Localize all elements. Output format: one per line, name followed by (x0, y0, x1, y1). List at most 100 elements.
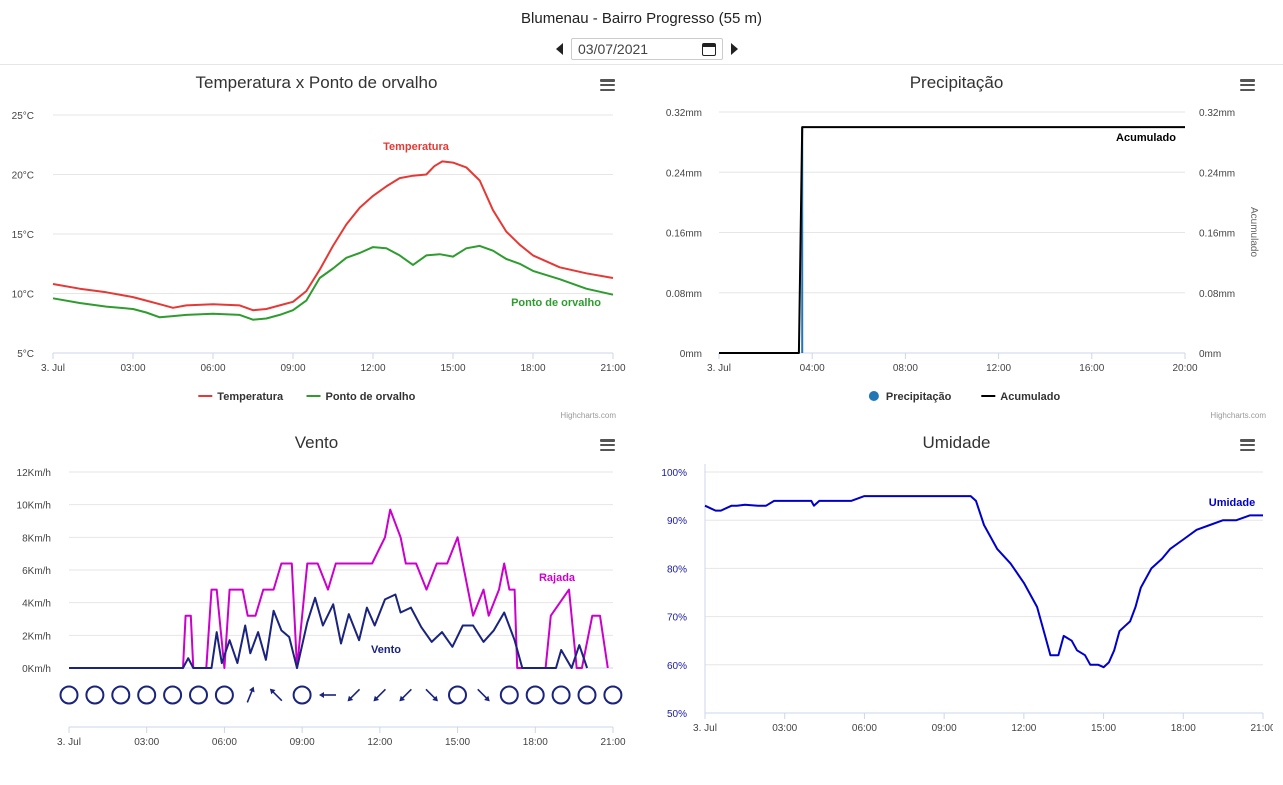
header-bar: Blumenau - Bairro Progresso (55 m) 03/07… (0, 0, 1283, 65)
wind-direction-arrow-icon (399, 688, 412, 702)
legend-symbol (868, 391, 879, 401)
next-day-icon[interactable] (731, 43, 738, 55)
y-tick-label: 25°C (12, 111, 34, 122)
x-tick-label: 12:00 (360, 363, 385, 374)
temperature-chart: 5°C 10°C 15°C 20°C 25°C 3. Jul 03:00 06:00 09:00… (12, 111, 626, 403)
x-tick-label: 08:00 (893, 363, 918, 374)
x-tick-label: 16:00 (1079, 363, 1104, 374)
y-tick-label: 100% (661, 468, 687, 479)
date-input[interactable]: 03/07/2021 (571, 38, 723, 60)
series-line (704, 495, 1263, 669)
y-tick-label: 0.08mm (666, 289, 702, 300)
y-tick-label: 0Km/h (22, 664, 51, 675)
x-tick-label: 03:00 (134, 737, 159, 745)
wind-direction-arrow-icon (347, 688, 361, 702)
y-tick-label: 20°C (12, 171, 34, 182)
calm-wind-icon (603, 685, 623, 705)
calm-wind-icon (163, 685, 183, 705)
chart-title: Temperatura x Ponto de orvalho (195, 73, 438, 92)
series-label: Temperatura (383, 141, 450, 153)
x-tick-label: 18:00 (520, 363, 545, 374)
series-label: Acumulado (1116, 132, 1176, 144)
precipitation-panel: Precipitação 0mm 0mm 0.08mm 0.08mm 0.16mm 0.1… (640, 65, 1273, 425)
calm-wind-icon (448, 685, 467, 705)
chart-menu-icon[interactable] (600, 79, 615, 92)
series-line (52, 160, 614, 312)
x-tick-label: 21:00 (600, 737, 625, 745)
y-tick-label: 70% (667, 613, 687, 624)
y-tick-label: 50% (667, 709, 687, 720)
series-line (719, 126, 1185, 354)
calm-wind-icon (292, 685, 312, 705)
calm-wind-icon (525, 685, 545, 705)
y-tick-label: 5°C (17, 349, 34, 360)
y-tick-label: 12Km/h (17, 468, 51, 479)
y-tick-label: 10Km/h (17, 501, 51, 512)
chart-title: Vento (294, 433, 339, 452)
calm-wind-icon (499, 685, 519, 705)
x-tick-label: 04:00 (800, 363, 825, 374)
y-tick-label: 0mm (680, 349, 702, 360)
y2-tick-label: 0.32mm (1199, 108, 1235, 119)
calm-wind-icon (214, 685, 234, 705)
humidity-chart: 50% 60% 70% 80% 90% 100% 3. Jul 03:00 06:00 09:00… (661, 464, 1273, 734)
x-tick-label: 15:00 (445, 737, 470, 745)
y-tick-label: 2Km/h (22, 631, 51, 642)
y-tick-label: 0.16mm (666, 229, 702, 240)
x-tick-label: 09:00 (932, 723, 957, 734)
calm-wind-icon (85, 685, 105, 705)
chart-menu-icon[interactable] (600, 439, 615, 452)
date-value: 03/07/2021 (578, 41, 649, 57)
series-line (69, 593, 589, 669)
calm-wind-icon (137, 685, 157, 705)
y-tick-label: 80% (667, 564, 687, 575)
x-tick-label: 18:00 (1171, 723, 1196, 734)
y-tick-label: 8Km/h (22, 533, 51, 544)
x-tick-label: 12:00 (986, 363, 1011, 374)
x-tick-label: 06:00 (852, 723, 877, 734)
y-tick-label: 4Km/h (22, 599, 51, 610)
x-tick-label: 18:00 (523, 737, 548, 745)
chart-title: Precipitação (909, 73, 1004, 92)
x-tick-label: 09:00 (290, 737, 315, 745)
y2-tick-label: 0.16mm (1199, 229, 1235, 240)
x-tick-label: 3. Jul (41, 363, 65, 374)
series-label: Vento (371, 644, 401, 656)
series-line (52, 244, 614, 321)
y2-tick-label: 0.24mm (1199, 168, 1235, 179)
previous-day-icon[interactable] (556, 43, 563, 55)
y-tick-label: 10°C (12, 290, 34, 301)
x-tick-label: 3. Jul (707, 363, 731, 374)
wind-direction-arrow-icon (269, 688, 283, 702)
calm-wind-icon (111, 685, 131, 705)
chart-title: Umidade (922, 433, 991, 452)
x-tick-label: 3. Jul (57, 737, 81, 745)
series-label: Ponto de orvalho (511, 297, 601, 309)
x-tick-label: 21:00 (600, 363, 625, 374)
chart-menu-icon[interactable] (1240, 439, 1255, 452)
y-tick-label: 90% (667, 516, 687, 527)
x-tick-label: 03:00 (120, 363, 145, 374)
credits-link[interactable]: Highcharts.com (560, 411, 616, 420)
y-tick-label: 15°C (12, 230, 34, 241)
legend-item: Acumulado (1000, 391, 1060, 403)
calm-wind-icon (577, 685, 597, 705)
legend-item: Precipitação (886, 391, 952, 403)
x-tick-label: 09:00 (280, 363, 305, 374)
y2-tick-label: 0mm (1199, 349, 1221, 360)
legend-item: Ponto de orvalho (326, 391, 416, 403)
y-tick-label: 0.24mm (666, 168, 702, 179)
x-tick-label: 15:00 (1091, 723, 1116, 734)
x-tick-label: 3. Jul (693, 723, 717, 734)
x-tick-label: 15:00 (440, 363, 465, 374)
y-tick-label: 0.32mm (666, 108, 702, 119)
x-tick-label: 20:00 (1172, 363, 1197, 374)
calendar-icon[interactable] (702, 42, 716, 56)
x-tick-label: 12:00 (1011, 723, 1036, 734)
credits-link[interactable]: Highcharts.com (1210, 411, 1266, 420)
x-tick-label: 21:00 (1250, 723, 1273, 734)
wind-direction-arrow-icon (246, 686, 255, 703)
chart-menu-icon[interactable] (1240, 79, 1255, 92)
x-tick-label: 12:00 (367, 737, 392, 745)
calm-wind-icon (189, 685, 208, 705)
